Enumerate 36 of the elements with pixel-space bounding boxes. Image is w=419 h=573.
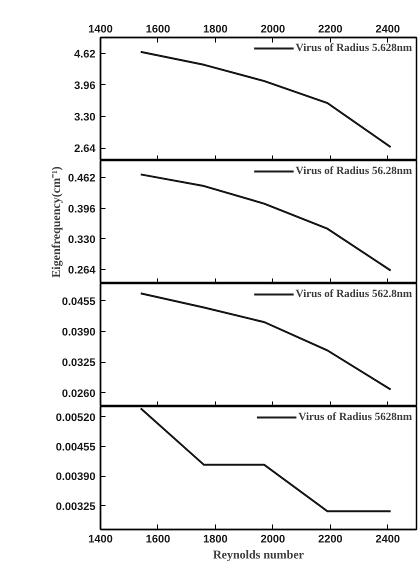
y-tick-label: 0.00455 <box>56 442 96 454</box>
y-tick-label: 0.0260 <box>62 388 96 400</box>
x2-tick-label: 1400 <box>88 24 113 36</box>
x-axis-title: Reynolds number <box>212 548 305 562</box>
x2-tick-label: 1600 <box>146 24 170 36</box>
x-tick-label: 1400 <box>88 534 113 546</box>
y-tick-label: 4.62 <box>74 48 96 60</box>
legend-label: Virus of Radius 5628nm <box>298 410 412 424</box>
y-tick-label: 0.462 <box>68 172 96 185</box>
y-tick-label: 0.0325 <box>62 357 96 370</box>
y-tick-label: 2.64 <box>74 143 96 156</box>
x2-tick-label: 2200 <box>318 24 343 36</box>
y-tick-label: 0.00520 <box>56 412 96 424</box>
x-tick-label: 2200 <box>318 534 343 546</box>
y-tick-label: 0.264 <box>68 264 96 277</box>
x2-tick-label: 2000 <box>260 24 286 36</box>
legend-label: Virus of Radius 56.28nm <box>296 164 412 178</box>
y-tick-label: 3.30 <box>74 111 96 124</box>
x-tick-label: 2000 <box>260 534 286 546</box>
y-tick-label: 3.96 <box>74 80 96 92</box>
y-tick-label: 0.00325 <box>56 500 96 513</box>
line-series <box>140 173 392 272</box>
x-tick-label: 2400 <box>376 534 400 546</box>
y-axis-title: Eigenfrequency(cm⁻¹) <box>48 166 63 278</box>
x-tick-label: 1600 <box>146 534 170 546</box>
y-tick-label: 0.00390 <box>56 471 96 484</box>
legend-label: Virus of Radius 562.8nm <box>296 287 412 301</box>
y-tick-label: 0.0390 <box>62 326 96 339</box>
legend-label: Virus of Radius 5.628nm <box>296 41 412 55</box>
x2-tick-label: 1800 <box>203 24 228 36</box>
y-tick-label: 0.0455 <box>62 296 96 308</box>
x-tick-label: 1800 <box>203 534 228 546</box>
line-series <box>140 50 392 148</box>
y-tick-label: 0.396 <box>68 203 96 216</box>
x2-tick-label: 2400 <box>376 24 400 36</box>
y-tick-label: 0.330 <box>68 234 96 246</box>
